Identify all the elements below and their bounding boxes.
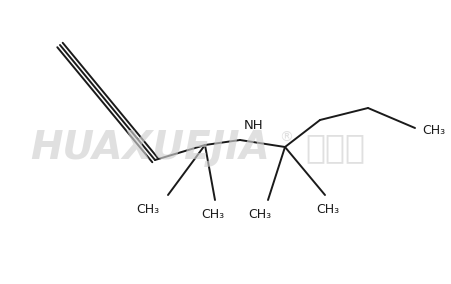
Text: CH₃: CH₃ [136, 203, 159, 216]
Text: HUAXUEJIA: HUAXUEJIA [30, 129, 269, 167]
Text: CH₃: CH₃ [421, 124, 444, 137]
Text: NH: NH [244, 119, 263, 132]
Text: CH₃: CH₃ [248, 208, 271, 221]
Text: 化学加: 化学加 [304, 131, 364, 164]
Text: CH₃: CH₃ [316, 203, 339, 216]
Text: CH₃: CH₃ [201, 208, 224, 221]
Text: ®: ® [278, 131, 292, 145]
